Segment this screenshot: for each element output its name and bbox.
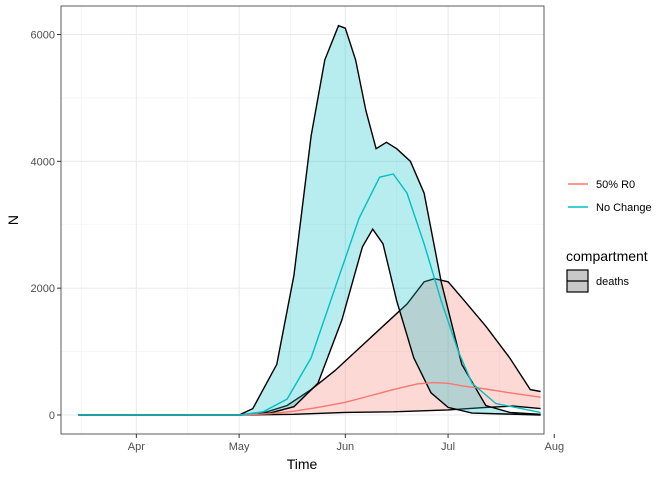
x-axis-title: Time bbox=[287, 456, 318, 472]
legend-title: compartment bbox=[566, 248, 648, 264]
x-axis: Apr May Jun Jul Aug bbox=[128, 434, 564, 453]
panel-border bbox=[60, 5, 545, 435]
legend-label-0: 50% R0 bbox=[596, 179, 635, 191]
y-tick-label: 2000 bbox=[31, 283, 55, 295]
x-tick-label: May bbox=[229, 441, 250, 453]
y-axis-title: N bbox=[5, 215, 21, 225]
x-tick-label: Apr bbox=[128, 441, 145, 453]
median-line-1 bbox=[78, 173, 541, 416]
x-tick-label: Jul bbox=[441, 441, 455, 453]
ribbon-1 bbox=[78, 25, 541, 415]
ribbons bbox=[78, 24, 541, 416]
legend-label-1: No Change bbox=[596, 202, 652, 214]
legend-label-deaths: deaths bbox=[596, 276, 630, 288]
y-axis: 0 2000 4000 6000 bbox=[31, 30, 61, 422]
y-tick-label: 4000 bbox=[31, 156, 55, 168]
lines bbox=[78, 173, 541, 416]
y-tick-label: 6000 bbox=[31, 30, 55, 42]
median-line-0 bbox=[78, 381, 541, 416]
grid bbox=[61, 6, 544, 434]
legend: 50% R0 No Change compartment deaths bbox=[566, 179, 652, 293]
y-tick-label: 0 bbox=[49, 410, 55, 422]
x-tick-label: Aug bbox=[544, 441, 564, 453]
ribbon-upper-outline-1 bbox=[78, 24, 541, 416]
x-tick-label: Jun bbox=[336, 441, 354, 453]
